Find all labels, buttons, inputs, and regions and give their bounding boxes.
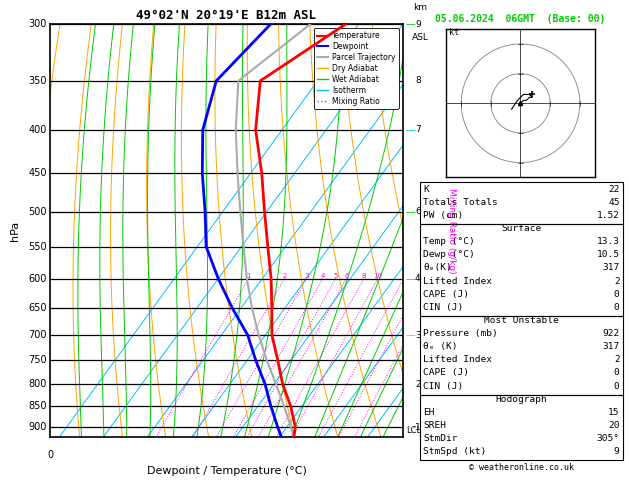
Text: CAPE (J): CAPE (J) [423, 290, 469, 299]
Text: Surface: Surface [501, 224, 542, 233]
Text: 922: 922 [603, 329, 620, 338]
Text: Mixing Ratio (g/kg): Mixing Ratio (g/kg) [447, 188, 457, 274]
Text: 7: 7 [415, 125, 421, 134]
Text: θₑ(K): θₑ(K) [423, 263, 452, 273]
Title: 49°02'N 20°19'E B12m ASL: 49°02'N 20°19'E B12m ASL [136, 9, 316, 22]
Text: 600: 600 [28, 274, 47, 284]
Text: 9: 9 [614, 447, 620, 456]
Text: 400: 400 [28, 125, 47, 135]
Text: 0: 0 [47, 450, 53, 460]
Text: Dewp (°C): Dewp (°C) [423, 250, 475, 260]
Text: 9: 9 [415, 20, 421, 29]
Text: —: — [406, 330, 416, 340]
Text: θₑ (K): θₑ (K) [423, 342, 458, 351]
Text: 300: 300 [28, 19, 47, 29]
Text: 4: 4 [321, 273, 325, 278]
Text: CIN (J): CIN (J) [423, 303, 464, 312]
Text: 800: 800 [28, 379, 47, 389]
Text: 850: 850 [28, 401, 47, 411]
Text: 0: 0 [614, 382, 620, 391]
Text: —: — [406, 207, 416, 217]
Text: Totals Totals: Totals Totals [423, 198, 498, 207]
Text: 15: 15 [608, 408, 620, 417]
Text: —: — [406, 125, 416, 135]
X-axis label: Dewpoint / Temperature (°C): Dewpoint / Temperature (°C) [147, 467, 306, 476]
Text: —: — [406, 19, 416, 29]
Text: CAPE (J): CAPE (J) [423, 368, 469, 378]
Text: Lifted Index: Lifted Index [423, 277, 493, 286]
Text: 1.52: 1.52 [596, 211, 620, 220]
Text: StmSpd (kt): StmSpd (kt) [423, 447, 487, 456]
Text: kt: kt [449, 28, 459, 37]
Text: 700: 700 [28, 330, 47, 340]
Text: 305°: 305° [596, 434, 620, 443]
Text: PW (cm): PW (cm) [423, 211, 464, 220]
Text: —: — [406, 422, 416, 433]
Text: 8: 8 [362, 273, 366, 278]
Text: EH: EH [423, 408, 435, 417]
Text: 350: 350 [28, 76, 47, 86]
Text: Temp (°C): Temp (°C) [423, 237, 475, 246]
Legend: Temperature, Dewpoint, Parcel Trajectory, Dry Adiabat, Wet Adiabat, Isotherm, Mi: Temperature, Dewpoint, Parcel Trajectory… [314, 28, 399, 109]
Text: 6: 6 [415, 207, 421, 216]
Text: Most Unstable: Most Unstable [484, 316, 559, 325]
Text: 20: 20 [608, 421, 620, 430]
Text: K: K [423, 185, 429, 194]
Text: 1: 1 [415, 423, 421, 432]
Text: 317: 317 [603, 263, 620, 273]
Text: 8: 8 [415, 76, 421, 86]
Text: 5: 5 [333, 273, 338, 278]
Text: km: km [413, 3, 427, 12]
Text: 317: 317 [603, 342, 620, 351]
Text: ASL: ASL [412, 33, 428, 42]
Text: 550: 550 [28, 242, 47, 252]
Text: 2: 2 [614, 277, 620, 286]
Text: StmDir: StmDir [423, 434, 458, 443]
Text: CIN (J): CIN (J) [423, 382, 464, 391]
Text: 0: 0 [614, 290, 620, 299]
Text: 1: 1 [247, 273, 251, 278]
Text: © weatheronline.co.uk: © weatheronline.co.uk [469, 463, 574, 472]
Text: Lifted Index: Lifted Index [423, 355, 493, 364]
Text: 500: 500 [28, 207, 47, 217]
Text: 13.3: 13.3 [596, 237, 620, 246]
Text: SREH: SREH [423, 421, 447, 430]
Text: 2: 2 [614, 355, 620, 364]
Text: 22: 22 [608, 185, 620, 194]
Text: 10.5: 10.5 [596, 250, 620, 260]
Text: Pressure (mb): Pressure (mb) [423, 329, 498, 338]
Text: 4: 4 [415, 274, 421, 283]
Text: 10: 10 [373, 273, 382, 278]
Text: 650: 650 [28, 303, 47, 313]
Text: 0: 0 [614, 368, 620, 378]
Text: 3: 3 [415, 330, 421, 340]
Text: 750: 750 [28, 355, 47, 365]
Text: 0: 0 [614, 303, 620, 312]
Text: 3: 3 [304, 273, 309, 278]
Text: 05.06.2024  06GMT  (Base: 00): 05.06.2024 06GMT (Base: 00) [435, 14, 606, 24]
Text: 6: 6 [344, 273, 348, 278]
Text: Hodograph: Hodograph [496, 395, 547, 404]
Text: 450: 450 [28, 168, 47, 178]
Text: 45: 45 [608, 198, 620, 207]
Text: 2: 2 [282, 273, 287, 278]
Text: 900: 900 [28, 422, 47, 433]
Text: hPa: hPa [10, 221, 20, 241]
Text: —: — [406, 274, 416, 284]
Text: LCL: LCL [406, 426, 421, 434]
Text: 2: 2 [415, 380, 421, 389]
